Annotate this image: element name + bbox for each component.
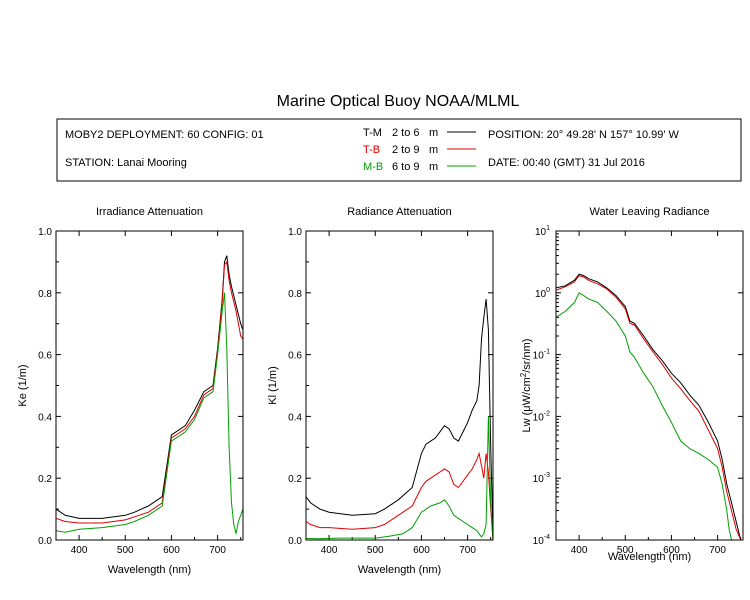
x-axis-label: Wavelength (nm) (358, 564, 441, 576)
legend-range: 2 to 9 (392, 144, 420, 156)
x-tick-label: 400 (321, 545, 338, 556)
chart-title: Radiance Attenuation (347, 206, 452, 218)
legend: T-M 2 to 6 m T-B 2 to 9 m M-B 6 to 9 m (363, 127, 476, 173)
y-tick-label: 0.0 (38, 536, 52, 547)
y-tick-label: 10-3 (533, 472, 550, 485)
y-tick-label: 0.4 (38, 412, 52, 423)
series-line-m-b (56, 292, 243, 534)
chart-water-leaving: Water Leaving Radiance 400 500 600 700 10-4 10… (519, 206, 744, 563)
y-tick-label: 10-2 (533, 410, 550, 423)
position-text: POSITION: 20° 49.28' N 157° 10.99' W (488, 129, 680, 141)
y-axis-label: Ke (1/m) (17, 364, 29, 406)
x-tick-label: 700 (459, 545, 476, 556)
legend-item-t-m: T-M 2 to 6 m (363, 127, 476, 139)
x-tick-label: 500 (117, 545, 134, 556)
figure-title: Marine Optical Buoy NOAA/MLML (277, 93, 520, 110)
legend-range: 6 to 9 (392, 161, 420, 173)
chart-title: Irradiance Attenuation (96, 206, 203, 218)
y-tick-label: 0.4 (288, 412, 302, 423)
y-tick-label: 10-4 (533, 534, 550, 547)
y-tick-label: 100 (535, 287, 550, 300)
date-text: DATE: 00:40 (GMT) 31 Jul 2016 (488, 157, 645, 169)
y-tick-label: 0.8 (288, 289, 302, 300)
y-tick-label: 1.0 (38, 227, 52, 238)
series-line-t-b (306, 451, 493, 540)
x-axis-label: Wavelength (nm) (108, 564, 191, 576)
series-line-m-b (306, 416, 493, 540)
y-tick-label: 10-1 (533, 349, 550, 362)
legend-code: M-B (363, 161, 383, 173)
legend-unit: m (429, 161, 438, 173)
x-tick-label: 400 (571, 545, 588, 556)
x-tick-label: 600 (663, 545, 680, 556)
series-line-t-b (556, 275, 742, 540)
charts: Irradiance Attenuation 400 500 600 700 0.0 0.2… (17, 206, 744, 576)
y-axis-label: Kl (1/m) (267, 366, 279, 405)
plot-frame (305, 230, 494, 541)
y-tick-label: 0.6 (288, 351, 302, 362)
y-tick-label: 0.2 (288, 474, 302, 485)
legend-unit: m (429, 144, 438, 156)
deployment-text: MOBY2 DEPLOYMENT: 60 CONFIG: 01 (65, 129, 264, 141)
legend-range: 2 to 6 (392, 127, 420, 139)
info-box (56, 118, 742, 182)
chart-irradiance: Irradiance Attenuation 400 500 600 700 0.0 0.2… (17, 206, 244, 576)
series-line-t-m (556, 273, 742, 540)
chart-title: Water Leaving Radiance (589, 206, 709, 218)
y-tick-label: 1.0 (288, 227, 302, 238)
x-axis-label: Wavelength (nm) (608, 551, 691, 563)
series-line-t-b (56, 260, 243, 524)
x-tick-label: 500 (367, 545, 384, 556)
plot-frame (55, 230, 244, 541)
x-tick-label: 500 (617, 545, 634, 556)
station-text: STATION: Lanai Mooring (65, 157, 187, 169)
y-tick-label: 0.2 (38, 474, 52, 485)
x-tick-label: 400 (71, 545, 88, 556)
legend-unit: m (429, 127, 438, 139)
series-line-t-m (56, 255, 243, 519)
y-tick-label: 101 (535, 225, 550, 238)
x-tick-label: 600 (413, 545, 430, 556)
y-tick-label: 0.8 (38, 289, 52, 300)
series-line-m-b (556, 292, 732, 540)
y-tick-label: 0.6 (38, 351, 52, 362)
legend-code: T-M (363, 127, 382, 139)
chart-radiance: Radiance Attenuation 400 500 600 700 0.0 0.2 0.… (267, 206, 494, 576)
legend-item-m-b: M-B 6 to 9 m (363, 161, 476, 173)
legend-code: T-B (363, 144, 380, 156)
plot-frame (555, 230, 744, 541)
y-axis-label: Lw (μW/cm2/sr/nm) (519, 339, 533, 433)
legend-item-t-b: T-B 2 to 9 m (363, 144, 476, 156)
x-tick-label: 700 (209, 545, 226, 556)
series-line-t-m (306, 298, 493, 534)
x-tick-label: 700 (709, 545, 726, 556)
x-tick-label: 600 (163, 545, 180, 556)
y-tick-label: 0.0 (288, 536, 302, 547)
